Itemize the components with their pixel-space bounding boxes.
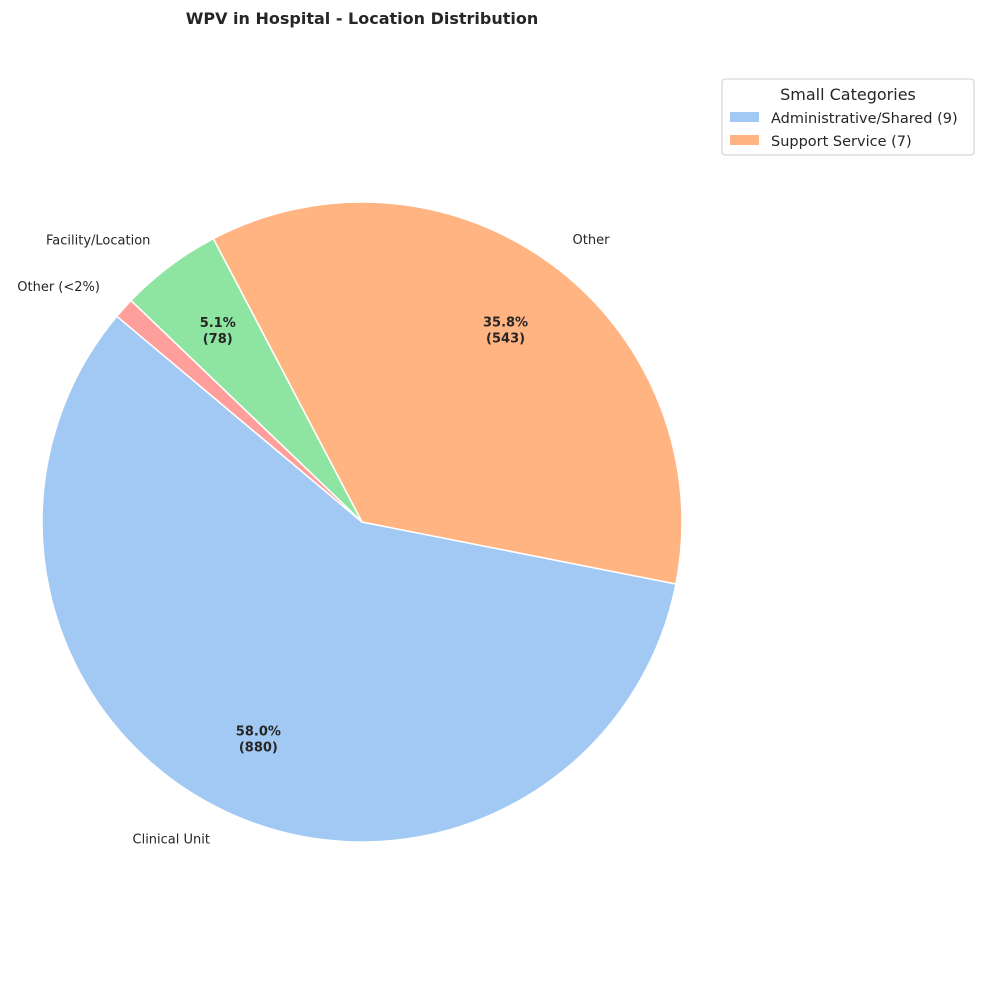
slice-count: (543)	[486, 332, 525, 347]
legend-swatch	[730, 135, 759, 145]
legend-entry-label: Administrative/Shared (9)	[771, 111, 958, 127]
slice-percent-label: 35.8% (543)	[483, 316, 528, 347]
slice-percent: 58.0%	[236, 724, 281, 739]
slice-count: (78)	[203, 332, 233, 347]
legend-title: Small Categories	[780, 85, 916, 104]
pie-slice	[115, 299, 363, 523]
slice-label: Clinical Unit	[133, 832, 210, 847]
slice-percent-label: 5.1% (78)	[200, 316, 236, 347]
slice-label: Facility/Location	[46, 234, 150, 249]
legend: Small Categories Administrative/Shared (…	[721, 78, 975, 156]
legend-frame	[721, 78, 975, 156]
slice-percent: 35.8%	[483, 316, 528, 331]
legend-swatch	[730, 112, 759, 122]
pie-slices	[41, 201, 683, 843]
pie-slice	[41, 315, 677, 843]
slice-label: Other (<2%)	[17, 280, 100, 295]
pie-labels: Clinical Unit 58.0% (880) Other 35.8% (543) Fa…	[17, 233, 610, 848]
pie-slice	[212, 201, 683, 585]
slice-percent-label: 58.0% (880)	[236, 724, 281, 755]
slice-count: (880)	[239, 740, 278, 755]
slice-percent: 5.1%	[200, 316, 236, 331]
legend-entries: Administrative/Shared (9) Support Service…	[730, 111, 958, 150]
chart-title: WPV in Hospital - Location Distribution	[186, 9, 539, 28]
legend-entry-label: Support Service (7)	[771, 134, 912, 150]
slice-label: Other	[573, 233, 611, 248]
